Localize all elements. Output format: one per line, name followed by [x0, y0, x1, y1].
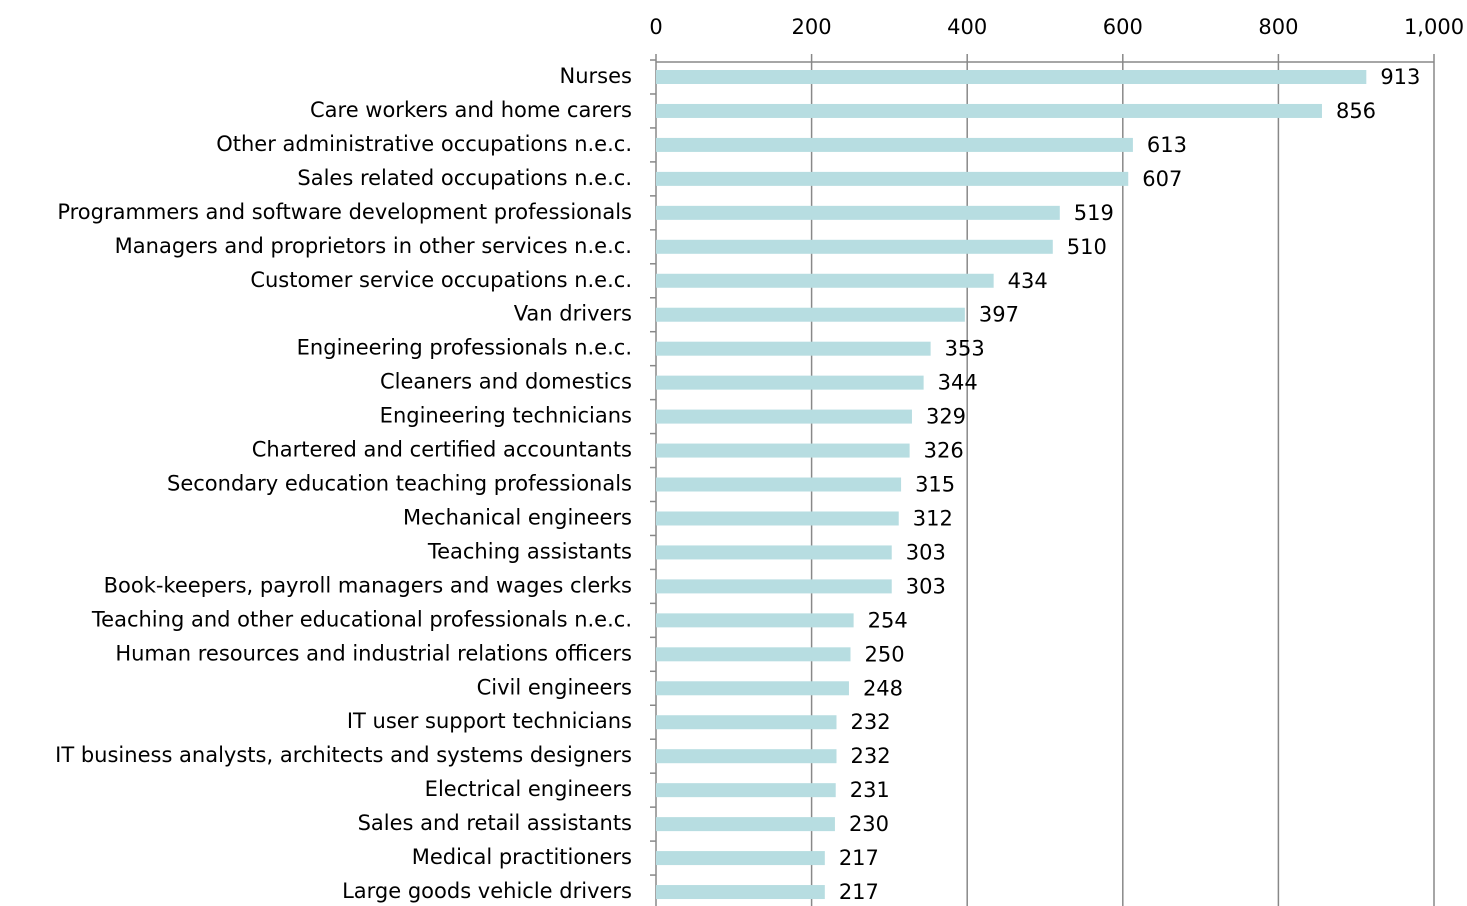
y-tick-label: Sales and retail assistants: [358, 811, 632, 835]
x-tick-label: 400: [947, 15, 987, 39]
value-label: 397: [979, 303, 1019, 327]
bar: [656, 103, 1322, 118]
x-tick-label: 200: [792, 15, 832, 39]
value-label: 232: [850, 710, 890, 734]
value-label: 329: [926, 405, 966, 429]
bar: [656, 579, 892, 594]
bar: [656, 613, 854, 628]
value-label: 232: [850, 744, 890, 768]
y-tick-label: Teaching assistants: [427, 539, 632, 563]
bar: [656, 783, 836, 798]
bar: [656, 715, 837, 730]
bar: [656, 477, 902, 492]
bar: [656, 341, 931, 356]
bar: [656, 70, 1367, 84]
y-tick-label: IT user support technicians: [347, 709, 632, 733]
value-label: 217: [839, 846, 879, 870]
y-tick-label: Human resources and industrial relations…: [115, 641, 632, 665]
bar: [656, 409, 912, 424]
y-tick-label: Chartered and certified accountants: [252, 438, 632, 462]
y-tick-label: Electrical engineers: [425, 777, 632, 801]
bar: [656, 647, 851, 662]
value-label: 510: [1067, 235, 1107, 259]
bar: [656, 307, 965, 322]
value-label: 326: [924, 439, 964, 463]
y-tick-label: Other administrative occupations n.e.c.: [216, 132, 632, 156]
value-label: 353: [945, 337, 985, 361]
value-label: 519: [1074, 201, 1114, 225]
y-tick-label: Engineering professionals n.e.c.: [297, 336, 632, 360]
y-tick-label: Teaching and other educational professio…: [91, 607, 632, 631]
bar: [656, 511, 899, 526]
value-label: 613: [1147, 133, 1187, 157]
bar: [656, 171, 1129, 186]
value-label: 217: [839, 880, 879, 904]
bar: [656, 681, 849, 696]
y-tick-label: Mechanical engineers: [403, 505, 632, 529]
x-tick-label: 800: [1258, 15, 1298, 39]
y-tick-label: Secondary education teaching professiona…: [167, 472, 632, 496]
value-label: 303: [906, 540, 946, 564]
bar: [656, 375, 924, 390]
bar: [656, 239, 1053, 254]
y-tick-label: Nurses: [560, 64, 632, 88]
bar: [656, 545, 892, 560]
value-label: 231: [850, 778, 890, 802]
value-label: 344: [938, 371, 978, 395]
bar: [656, 885, 825, 900]
value-label: 856: [1336, 99, 1376, 123]
x-tick-label: 0: [649, 15, 662, 39]
bar: [656, 273, 994, 288]
bar: [656, 749, 837, 764]
value-label: 913: [1380, 65, 1420, 89]
bar: [656, 137, 1133, 152]
value-label: 250: [865, 642, 905, 666]
value-label: 303: [906, 574, 946, 598]
y-tick-label: Programmers and software development pro…: [57, 200, 632, 224]
y-tick-label: Care workers and home carers: [310, 98, 632, 122]
y-tick-label: Medical practitioners: [412, 845, 632, 869]
bar: [656, 817, 835, 832]
value-label: 248: [863, 676, 903, 700]
y-tick-label: Engineering technicians: [380, 404, 632, 428]
y-tick-label: IT business analysts, architects and sys…: [55, 743, 632, 767]
y-tick-label: Civil engineers: [477, 675, 632, 699]
y-tick-label: Book-keepers, payroll managers and wages…: [104, 573, 632, 597]
bar: [656, 205, 1060, 220]
y-tick-label: Managers and proprietors in other servic…: [115, 234, 632, 258]
bar: [656, 443, 910, 458]
value-label: 312: [913, 506, 953, 530]
value-label: 254: [868, 608, 908, 632]
y-tick-label: Cleaners and domestics: [380, 370, 632, 394]
y-tick-label: Sales related occupations n.e.c.: [297, 166, 632, 190]
value-label: 315: [915, 473, 955, 497]
x-tick-label: 600: [1103, 15, 1143, 39]
value-label: 230: [849, 812, 889, 836]
x-tick-label: 1,000: [1404, 15, 1464, 39]
y-tick-label: Customer service occupations n.e.c.: [250, 268, 632, 292]
y-tick-label: Large goods vehicle drivers: [342, 879, 632, 903]
value-label: 607: [1142, 167, 1182, 191]
y-tick-label: Van drivers: [514, 302, 632, 326]
bar: [656, 851, 825, 866]
value-label: 434: [1008, 269, 1048, 293]
